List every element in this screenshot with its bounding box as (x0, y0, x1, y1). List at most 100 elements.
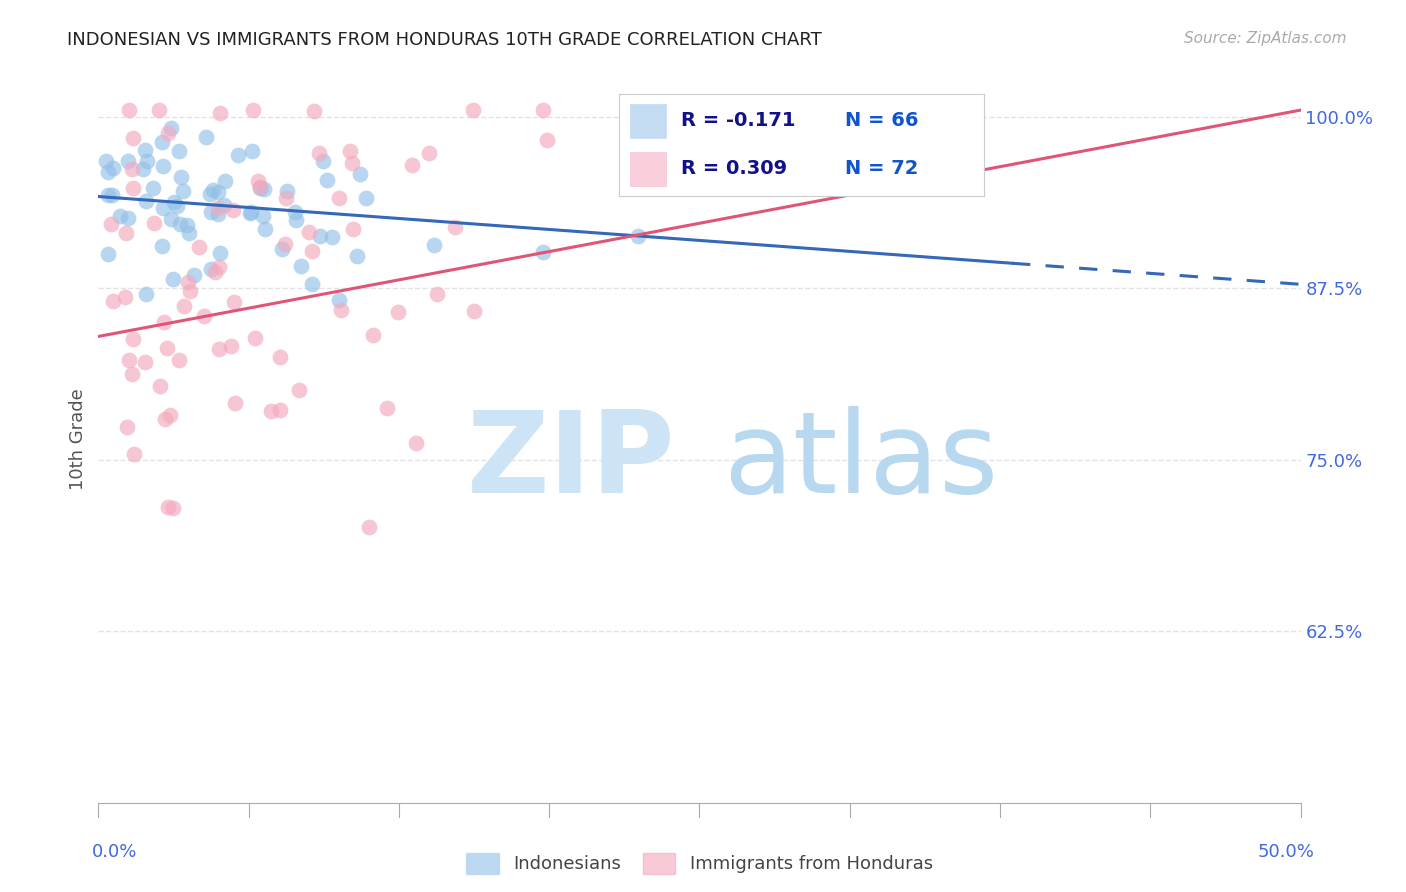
Point (176, 275, 198, 289)
Point (162, 501, 184, 516)
Point (121, 367, 143, 381)
Point (212, 198, 235, 212)
Point (342, 221, 364, 235)
Point (115, 420, 138, 434)
Point (270, 242, 292, 256)
Point (142, 181, 165, 195)
Point (114, 290, 136, 304)
Point (276, 184, 298, 198)
Point (167, 144, 190, 158)
Point (214, 174, 236, 188)
Point (150, 135, 173, 149)
Point (239, 206, 262, 220)
Point (150, 239, 173, 253)
Point (375, 401, 398, 416)
FancyBboxPatch shape (630, 153, 666, 186)
Point (118, 353, 141, 368)
Point (143, 216, 166, 230)
Point (254, 222, 277, 236)
Point (162, 272, 184, 286)
Point (159, 408, 181, 422)
Point (103, 161, 125, 176)
Point (115, 227, 138, 241)
Point (240, 205, 263, 219)
Text: atlas: atlas (724, 406, 998, 516)
Point (226, 148, 249, 162)
Point (330, 302, 353, 317)
Point (179, 285, 201, 299)
Point (117, 211, 139, 225)
Point (208, 106, 231, 120)
Point (100, 217, 122, 231)
Text: 50.0%: 50.0% (1258, 843, 1315, 861)
Point (176, 218, 198, 232)
Point (195, 129, 218, 144)
Point (193, 309, 215, 323)
Point (253, 182, 276, 196)
Point (273, 237, 295, 252)
Point (152, 159, 174, 173)
Point (149, 379, 172, 393)
Point (249, 179, 271, 194)
Point (153, 412, 176, 426)
Legend: Indonesians, Immigrants from Honduras: Indonesians, Immigrants from Honduras (458, 846, 941, 881)
Point (122, 332, 145, 346)
Text: ZIP: ZIP (467, 406, 675, 516)
Point (222, 294, 245, 309)
Point (134, 143, 156, 157)
Point (153, 315, 176, 329)
Text: R = 0.309: R = 0.309 (681, 159, 787, 178)
Point (269, 402, 291, 417)
Point (132, 162, 155, 177)
Point (169, 217, 191, 231)
Point (108, 209, 131, 223)
Point (208, 343, 231, 357)
Point (463, 303, 485, 318)
Point (101, 188, 124, 202)
Point (122, 181, 145, 195)
Point (117, 154, 139, 169)
Point (188, 240, 211, 254)
Point (200, 262, 222, 277)
Point (135, 153, 157, 168)
Point (96, 153, 118, 168)
Point (627, 229, 650, 244)
Point (426, 287, 449, 301)
Point (298, 226, 321, 240)
Point (418, 146, 440, 161)
Point (207, 201, 229, 215)
Point (204, 265, 226, 279)
Point (207, 207, 229, 221)
Point (122, 447, 145, 461)
Point (221, 338, 243, 352)
Point (135, 286, 157, 301)
Point (359, 520, 381, 534)
Point (121, 131, 143, 145)
Point (405, 435, 427, 450)
Text: 0.0%: 0.0% (91, 843, 136, 861)
Point (157, 500, 180, 515)
Point (339, 144, 361, 158)
Point (444, 220, 467, 235)
Text: R = -0.171: R = -0.171 (681, 112, 796, 130)
Point (179, 226, 201, 240)
Point (97, 247, 120, 261)
Point (152, 202, 174, 216)
Point (166, 199, 188, 213)
Point (308, 146, 330, 161)
Point (224, 396, 246, 410)
Point (342, 155, 364, 169)
Point (346, 249, 368, 263)
Point (97, 188, 120, 202)
Point (208, 246, 231, 260)
Point (349, 167, 371, 181)
Point (274, 191, 297, 205)
Point (354, 191, 377, 205)
Point (423, 238, 446, 252)
Point (247, 174, 270, 188)
Point (328, 293, 350, 307)
Text: N = 72: N = 72 (845, 159, 918, 178)
FancyBboxPatch shape (630, 104, 666, 137)
Point (387, 304, 409, 318)
Point (260, 404, 283, 418)
